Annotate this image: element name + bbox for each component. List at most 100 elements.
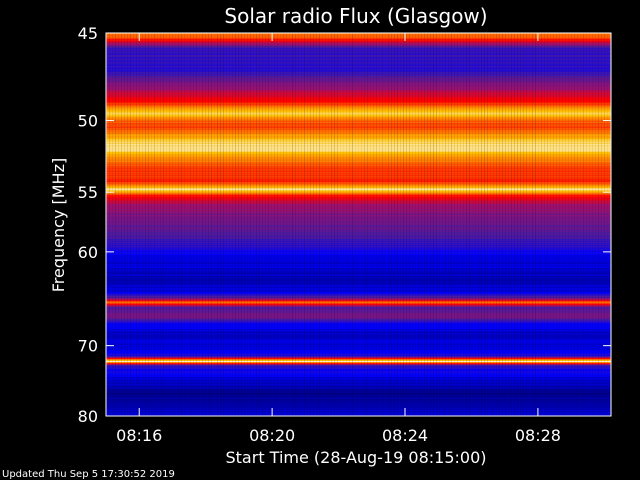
texture-stripe	[406, 33, 407, 416]
heatmap-row	[106, 307, 611, 309]
texture-stripe	[514, 33, 515, 416]
texture-stripe	[355, 33, 356, 416]
heatmap-row	[106, 159, 611, 161]
heatmap-row	[106, 81, 611, 83]
texture-stripe	[538, 33, 539, 416]
heatmap-row	[106, 338, 611, 340]
x-tick-label: 08:20	[249, 426, 295, 445]
texture-stripe	[313, 33, 314, 416]
heatmap-row	[106, 323, 611, 325]
heatmap-row	[106, 45, 611, 47]
heatmap-row	[106, 237, 611, 239]
heatmap-row	[106, 369, 611, 371]
texture-stripe	[157, 33, 158, 416]
heatmap-row	[106, 212, 611, 214]
heatmap-row	[106, 300, 611, 302]
texture-stripe	[229, 33, 230, 416]
heatmap-row	[106, 332, 611, 334]
texture-stripe	[340, 33, 341, 416]
heatmap-row	[106, 206, 611, 208]
heatmap-row	[106, 150, 611, 152]
heatmap-row	[106, 163, 611, 165]
heatmap-row	[106, 74, 611, 76]
heatmap-row	[106, 160, 611, 162]
heatmap-row	[106, 111, 611, 113]
heatmap-row	[106, 76, 611, 78]
heatmap-row	[106, 147, 611, 149]
texture-stripe	[202, 33, 203, 416]
texture-stripe	[460, 33, 461, 416]
texture-stripe	[364, 33, 365, 416]
heatmap-row	[106, 220, 611, 222]
heatmap-row	[106, 277, 611, 279]
heatmap-row	[106, 304, 611, 306]
texture-stripe	[250, 33, 251, 416]
heatmap-row	[106, 345, 611, 347]
heatmap-row	[106, 273, 611, 275]
texture-stripe	[223, 33, 224, 416]
texture-stripe	[145, 33, 146, 416]
heatmap-row	[106, 59, 611, 61]
heatmap-row	[106, 197, 611, 199]
heatmap-row	[106, 385, 611, 387]
texture-stripe	[328, 33, 329, 416]
heatmap-row	[106, 316, 611, 318]
texture-stripe	[493, 33, 494, 416]
heatmap-row	[106, 309, 611, 311]
heatmap-row	[106, 64, 611, 66]
heatmap-row	[106, 359, 611, 361]
heatmap-row	[106, 239, 611, 241]
texture-stripe	[469, 33, 470, 416]
heatmap-row	[106, 360, 611, 362]
heatmap-row	[106, 276, 611, 278]
heatmap-row	[106, 373, 611, 375]
heatmap-row	[106, 110, 611, 112]
texture-stripe	[556, 33, 557, 416]
texture-stripe	[571, 33, 572, 416]
heatmap-row	[106, 157, 611, 159]
texture-stripe	[307, 33, 308, 416]
texture-stripe	[550, 33, 551, 416]
heatmap-row	[106, 145, 611, 147]
heatmap-row	[106, 224, 611, 226]
texture-stripe	[583, 33, 584, 416]
heatmap-row	[106, 200, 611, 202]
x-tick-label: 08:28	[515, 426, 561, 445]
texture-stripe	[124, 33, 125, 416]
texture-stripe	[169, 33, 170, 416]
heatmap-row	[106, 365, 611, 367]
heatmap-row	[106, 337, 611, 339]
texture-stripe	[262, 33, 263, 416]
heatmap-row	[106, 42, 611, 44]
texture-stripe	[574, 33, 575, 416]
heatmap-row	[106, 181, 611, 183]
heatmap-row	[106, 79, 611, 81]
heatmap-row	[106, 294, 611, 296]
heatmap-row	[106, 134, 611, 136]
x-axis-label: Start Time (28-Aug-19 08:15:00)	[226, 448, 487, 467]
texture-stripe	[253, 33, 254, 416]
heatmap-row	[106, 92, 611, 94]
heatmap-row	[106, 259, 611, 261]
heatmap-row	[106, 46, 611, 48]
texture-stripe	[280, 33, 281, 416]
texture-stripe	[580, 33, 581, 416]
heatmap-row	[106, 250, 611, 252]
heatmap-row	[106, 363, 611, 365]
heatmap-row	[106, 116, 611, 118]
heatmap-row	[106, 98, 611, 100]
texture-stripe	[238, 33, 239, 416]
heatmap-row	[106, 389, 611, 391]
heatmap-row	[106, 261, 611, 263]
heatmap-row	[106, 58, 611, 60]
heatmap-row	[106, 184, 611, 186]
heatmap-row	[106, 230, 611, 232]
heatmap-row	[106, 374, 611, 376]
heatmap-row	[106, 91, 611, 93]
heatmap-row	[106, 96, 611, 98]
heatmap-row	[106, 131, 611, 133]
heatmap-row	[106, 388, 611, 390]
texture-stripe	[241, 33, 242, 416]
texture-stripe	[382, 33, 383, 416]
heatmap-row	[106, 401, 611, 403]
